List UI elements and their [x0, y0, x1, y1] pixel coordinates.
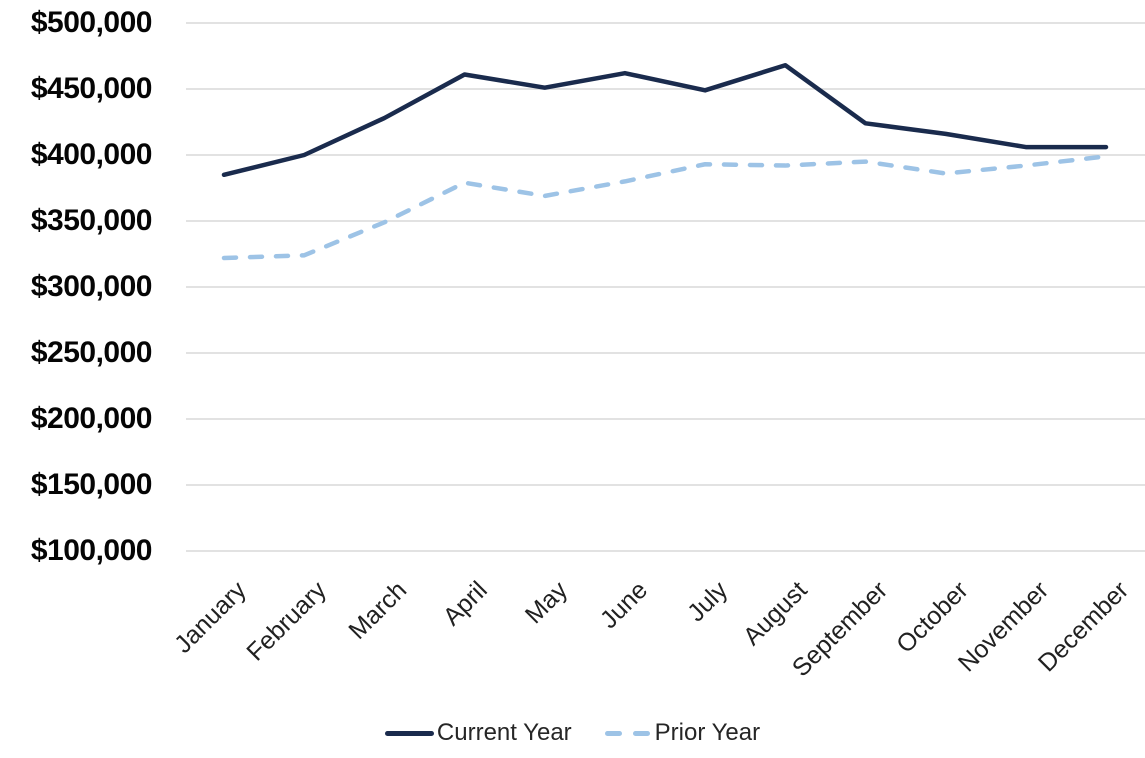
y-axis-tick-label: $400,000	[30, 138, 153, 171]
y-axis-tick-label: $300,000	[30, 270, 153, 303]
legend-dashed-line-swatch	[604, 730, 650, 736]
y-axis-tick-label: $250,000	[30, 336, 153, 369]
legend-item-current-year: Current Year	[384, 719, 572, 747]
y-axis-tick-label: $450,000	[30, 72, 153, 105]
legend-label: Current Year	[436, 719, 572, 746]
legend-item-prior-year: Prior Year	[604, 719, 761, 747]
legend-solid-line-swatch	[384, 730, 434, 736]
series-line-current-year	[221, 62, 1109, 178]
legend-label: Prior Year	[654, 719, 761, 746]
chart-legend: Current Year Prior Year	[0, 714, 1145, 752]
legend-dash	[604, 730, 622, 736]
y-axis-tick-label: $350,000	[30, 204, 153, 237]
y-axis-tick-label: $200,000	[30, 402, 153, 435]
legend-dash	[632, 730, 650, 736]
y-axis-tick-label: $100,000	[30, 534, 153, 567]
y-axis-tick-label: $150,000	[30, 468, 153, 501]
y-axis-tick-label: $500,000	[30, 6, 153, 39]
series-line-prior-year	[221, 154, 1109, 261]
